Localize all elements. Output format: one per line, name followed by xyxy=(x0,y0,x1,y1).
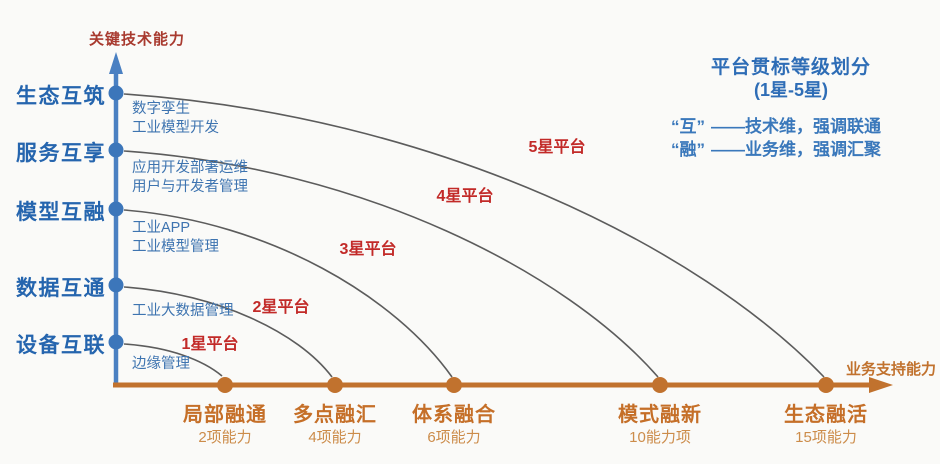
y-category-service: 服务互享 xyxy=(16,142,106,165)
curve-3-star xyxy=(123,209,453,378)
legend-title: 平台贯标等级划分 xyxy=(710,57,871,78)
x-stage-label-2: 多点融汇 xyxy=(293,404,377,426)
legend-term-rong: “融” xyxy=(671,140,705,159)
curve-label-3-star: 3星平台 xyxy=(339,241,397,258)
x-stage-sub-2: 4项能力 xyxy=(308,429,362,446)
annotation-line: 工业大数据管理 xyxy=(132,303,234,319)
y-dot-device xyxy=(108,334,124,350)
annotation-line: 边缘管理 xyxy=(132,356,190,372)
curve-label-4-star: 4星平台 xyxy=(436,188,494,205)
legend-lines: “互” ——技术维，强调联通 “融” ——业务维，强调汇聚 xyxy=(645,115,937,161)
annotation-industrial-app: 工业APP 工业模型管理 xyxy=(132,219,219,257)
x-stage-sub-3: 6项能力 xyxy=(427,429,481,446)
legend-term-hu: “互” xyxy=(671,117,705,136)
x-dot-stage-3 xyxy=(446,377,462,393)
annotation-line: 用户与开发者管理 xyxy=(132,179,248,195)
x-axis-arrowhead-icon xyxy=(869,377,893,393)
y-dot-service xyxy=(108,142,124,158)
x-stage-label-5: 生态融活 xyxy=(784,404,868,426)
legend-subtitle: (1星-5星) xyxy=(753,80,828,100)
legend-text-rong: ——业务维，强调汇聚 xyxy=(711,140,881,159)
y-category-model: 模型互融 xyxy=(16,201,106,224)
curve-label-2-star: 2星平台 xyxy=(252,299,310,316)
annotation-line: 工业APP xyxy=(132,220,191,236)
x-stage-sub-1: 2项能力 xyxy=(198,429,252,446)
curve-5-star xyxy=(123,93,825,378)
x-dot-stage-4 xyxy=(652,377,668,393)
curve-1-star xyxy=(123,343,223,377)
curve-label-5-star: 5星平台 xyxy=(528,139,586,156)
y-dot-data xyxy=(108,277,124,293)
annotation-line: 工业模型开发 xyxy=(132,120,219,136)
annotation-big-data: 工业大数据管理 xyxy=(132,302,234,321)
x-stage-label-4: 模式融新 xyxy=(618,404,702,426)
annotation-line: 应用开发部署运维 xyxy=(132,160,248,176)
curve-4-star xyxy=(123,150,659,378)
x-dot-stage-1 xyxy=(217,377,233,393)
y-axis-title: 关键技术能力 xyxy=(88,31,185,48)
y-category-device: 设备互联 xyxy=(16,334,106,357)
legend-line-hu: “互” ——技术维，强调联通 xyxy=(671,115,937,138)
x-stage-sub-5: 15项能力 xyxy=(795,429,857,446)
x-axis-title: 业务支持能力 xyxy=(845,361,936,378)
curve-label-1-star: 1星平台 xyxy=(181,336,239,353)
annotation-app-devops: 应用开发部署运维 用户与开发者管理 xyxy=(132,159,248,197)
y-category-data: 数据互通 xyxy=(16,277,106,300)
legend-text-hu: ——技术维，强调联通 xyxy=(711,117,881,136)
y-dot-eco xyxy=(108,85,124,101)
annotation-line: 工业模型管理 xyxy=(132,239,219,255)
y-dot-model xyxy=(108,201,124,217)
legend-block: 平台贯标等级划分 (1星-5星) “互” ——技术维，强调联通 “融” ——业务… xyxy=(645,56,937,161)
x-stage-label-3: 体系融合 xyxy=(412,404,496,426)
y-axis-arrowhead-icon xyxy=(109,52,123,74)
annotation-line: 数字孪生 xyxy=(132,101,190,117)
annotation-edge: 边缘管理 xyxy=(132,355,190,374)
x-dot-stage-5 xyxy=(818,377,834,393)
y-category-eco: 生态互筑 xyxy=(16,85,106,108)
legend-line-rong: “融” ——业务维，强调汇聚 xyxy=(671,138,937,161)
curve-2-star xyxy=(123,286,333,378)
x-stage-sub-4: 10能力项 xyxy=(629,429,691,446)
x-stage-label-1: 局部融通 xyxy=(183,404,267,426)
annotation-digital-twin: 数字孪生 工业模型开发 xyxy=(132,100,219,138)
x-dot-stage-2 xyxy=(327,377,343,393)
